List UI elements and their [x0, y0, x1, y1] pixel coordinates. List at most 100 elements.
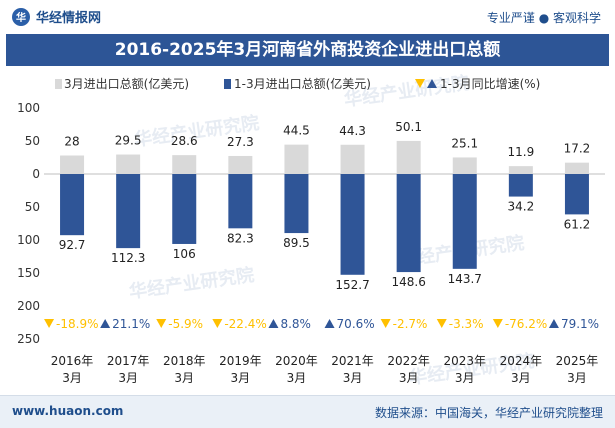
- bar-march: [396, 140, 421, 174]
- x-tick-label-year: 2023年: [443, 354, 486, 368]
- x-tick-label-month: 3月: [287, 371, 307, 385]
- legend-swatch-march: [55, 79, 62, 89]
- data-label-march: 25.1: [451, 136, 478, 150]
- y-tick-label: 0: [32, 167, 40, 181]
- bar-march: [284, 144, 309, 174]
- legend-marker-growth-up: [427, 79, 437, 88]
- bar-cumulative: [564, 174, 589, 215]
- legend-marker-growth-down: [415, 79, 425, 88]
- y-tick-label: 100: [17, 233, 40, 247]
- x-tick-label-year: 2021年: [331, 354, 374, 368]
- legend-label-cumulative: 1-3月进出口总额(亿美元): [234, 76, 371, 91]
- growth-label: -22.4%: [224, 317, 266, 331]
- tagline: 专业严谨 ● 客观科学: [486, 11, 601, 25]
- data-label-cumulative: 89.5: [283, 236, 310, 250]
- growth-label: 70.6%: [337, 317, 375, 331]
- x-tick-label-year: 2016年: [51, 354, 94, 368]
- y-tick-label: 150: [17, 266, 40, 280]
- data-label-cumulative: 143.7: [448, 272, 482, 286]
- x-tick-label-month: 3月: [511, 371, 531, 385]
- bar-march: [340, 144, 365, 174]
- brand[interactable]: 华 华经情报网: [12, 7, 101, 26]
- x-tick-label-year: 2019年: [219, 354, 262, 368]
- legend-label-growth: 1-3月同比增速(%): [440, 77, 540, 91]
- x-tick-label-year: 2022年: [387, 354, 430, 368]
- data-label-march: 44.5: [283, 124, 310, 138]
- bar-march: [564, 162, 589, 174]
- data-label-cumulative: 61.2: [564, 217, 591, 231]
- data-label-march: 27.3: [227, 135, 254, 149]
- x-tick-label-year: 2020年: [275, 354, 318, 368]
- footer-url[interactable]: www.huaon.com: [12, 404, 124, 418]
- bar-march: [508, 166, 533, 174]
- x-tick-label-month: 3月: [343, 371, 363, 385]
- growth-marker-up: [324, 319, 335, 328]
- growth-label: 79.1%: [561, 317, 599, 331]
- growth-marker-down: [212, 319, 223, 328]
- growth-label: 8.8%: [280, 317, 311, 331]
- data-label-cumulative: 152.7: [335, 278, 369, 292]
- growth-label: -76.2%: [505, 317, 547, 331]
- data-label-cumulative: 148.6: [391, 275, 425, 289]
- data-label-march: 50.1: [395, 120, 422, 134]
- bar-march: [172, 155, 197, 174]
- data-label-cumulative: 34.2: [507, 200, 534, 214]
- bar-cumulative: [228, 174, 253, 229]
- x-tick-label-month: 3月: [231, 371, 251, 385]
- data-label-cumulative: 92.7: [59, 238, 86, 252]
- bar-march: [452, 157, 477, 174]
- x-tick-label-month: 3月: [62, 371, 82, 385]
- bar-cumulative: [452, 174, 477, 269]
- y-tick-label: 100: [17, 101, 40, 115]
- bar-cumulative: [172, 174, 197, 244]
- data-source: 数据来源：中国海关，华经产业研究院整理: [374, 406, 603, 420]
- growth-marker-down: [156, 319, 167, 328]
- watermark-text: 华经产业研究院: [128, 264, 256, 303]
- bar-cumulative: [340, 174, 365, 275]
- legend-swatch-cumulative: [224, 79, 231, 89]
- growth-marker-down: [492, 319, 503, 328]
- x-tick-label-month: 3月: [399, 371, 419, 385]
- growth-marker-up: [100, 319, 111, 328]
- x-tick-label-month: 3月: [118, 371, 138, 385]
- data-label-march: 17.2: [564, 142, 591, 156]
- y-tick-label: 250: [17, 332, 40, 346]
- growth-label: -3.3%: [449, 317, 484, 331]
- bar-cumulative: [284, 174, 309, 234]
- bar-march: [60, 155, 85, 174]
- data-label-cumulative: 106: [173, 247, 196, 261]
- x-tick-label-year: 2018年: [163, 354, 206, 368]
- legend-label-march: 3月进出口总额(亿美元): [64, 76, 189, 91]
- bar-march: [116, 154, 141, 174]
- bar-cumulative: [60, 174, 85, 236]
- x-tick-label-month: 3月: [567, 371, 587, 385]
- growth-label: -5.9%: [168, 317, 203, 331]
- y-tick-label: 50: [25, 134, 40, 148]
- growth-label: -2.7%: [393, 317, 428, 331]
- footer: www.huaon.com 数据来源：中国海关，华经产业研究院整理: [0, 395, 615, 428]
- x-tick-label-year: 2017年: [107, 354, 150, 368]
- growth-marker-down: [44, 319, 55, 328]
- chart-title: 2016-2025年3月河南省外商投资企业进出口总额: [6, 34, 609, 66]
- growth-label: 21.1%: [112, 317, 150, 331]
- bar-cumulative: [396, 174, 421, 273]
- top-bar: 华 华经情报网 专业严谨 ● 客观科学: [0, 0, 615, 34]
- bar-march: [228, 155, 253, 174]
- chart-canvas: 华经产业研究院华经产业研究院华经产业研究院华经产业研究院华经产业研究院3月进出口…: [17, 72, 605, 389]
- data-label-march: 28: [64, 135, 79, 149]
- bar-cumulative: [508, 174, 533, 197]
- brand-logo-icon: 华: [12, 7, 30, 26]
- data-label-march: 28.6: [171, 134, 198, 148]
- growth-label: -18.9%: [56, 317, 98, 331]
- x-tick-label-year: 2025年: [556, 354, 599, 368]
- growth-marker-down: [380, 319, 391, 328]
- y-tick-label: 50: [25, 200, 40, 214]
- data-label-march: 11.9: [507, 145, 534, 159]
- data-label-cumulative: 112.3: [111, 251, 145, 265]
- data-label-cumulative: 82.3: [227, 231, 254, 245]
- x-tick-label-month: 3月: [455, 371, 475, 385]
- growth-marker-up: [548, 319, 559, 328]
- y-tick-label: 200: [17, 299, 40, 313]
- brand-name: 华经情报网: [36, 11, 102, 26]
